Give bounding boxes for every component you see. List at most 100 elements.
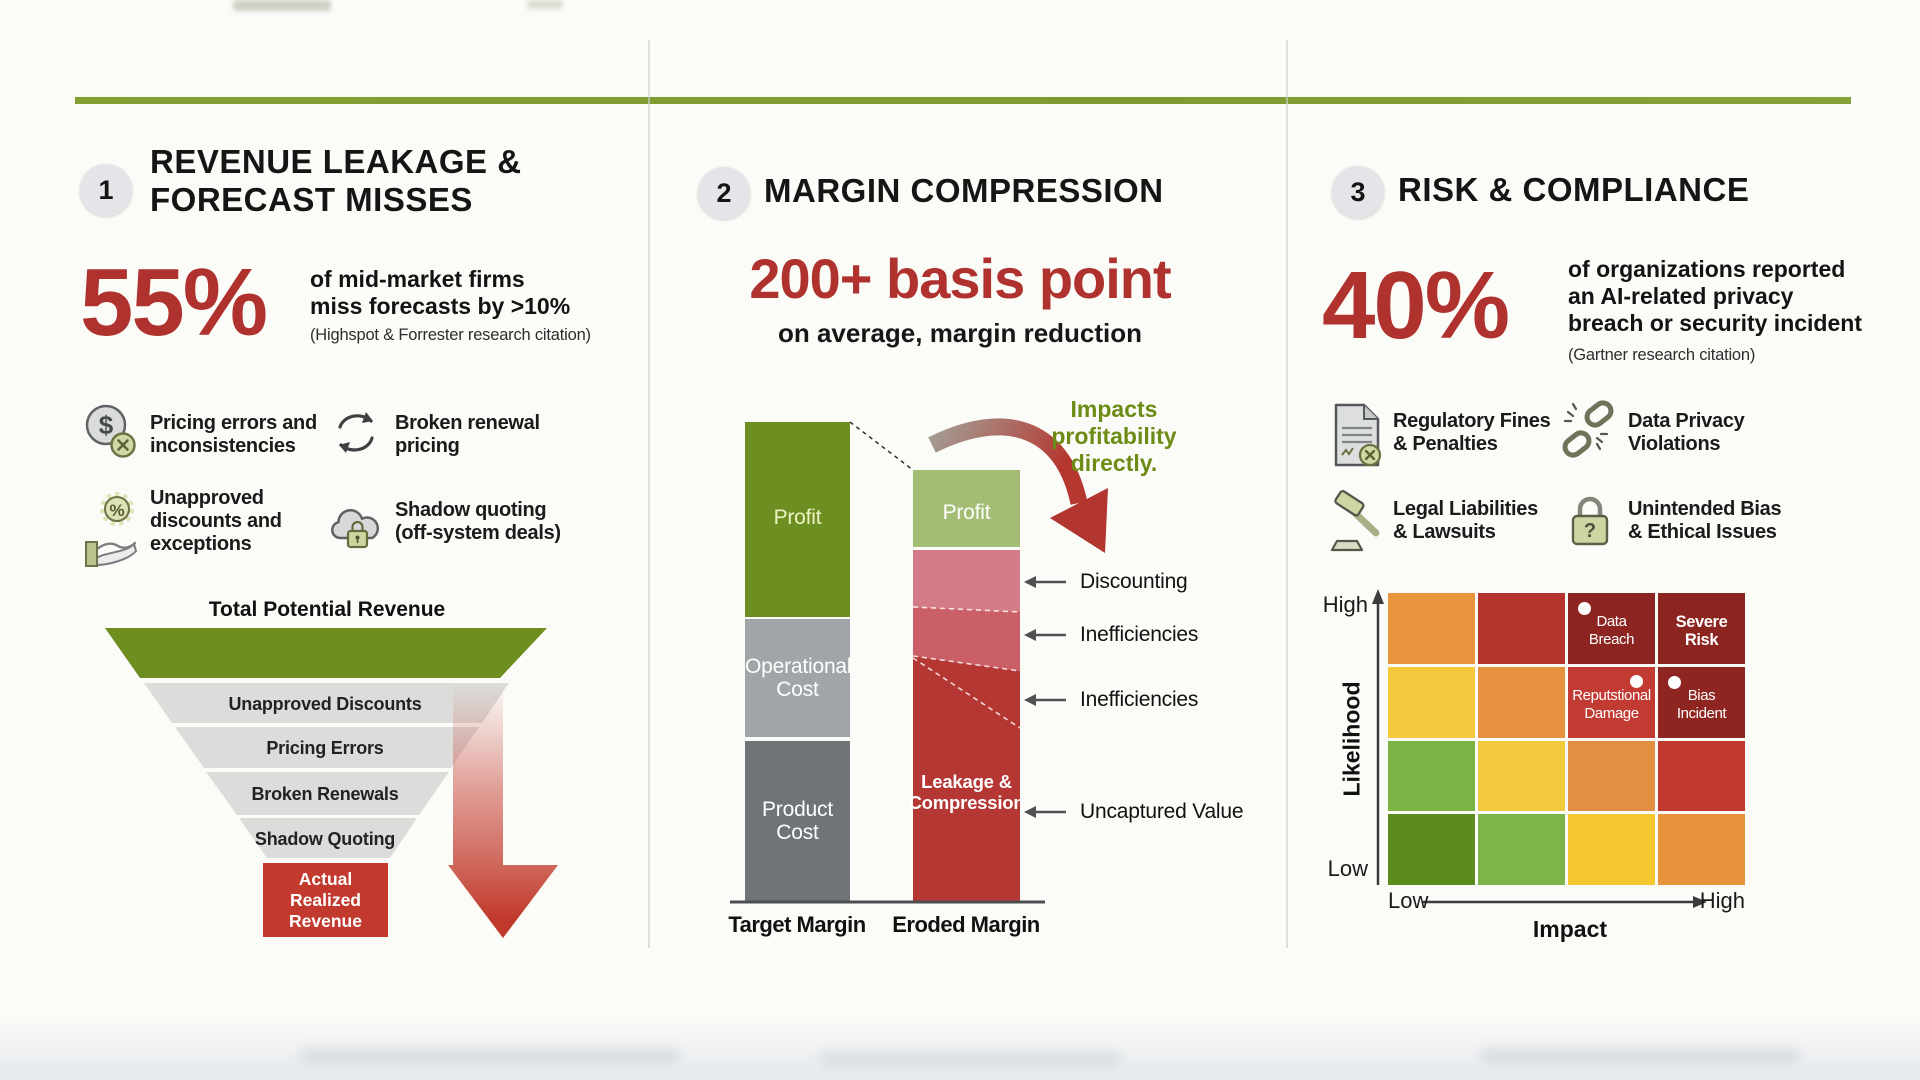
x-axis-high-label: High — [1699, 888, 1745, 913]
matrix-cell-data-breach: Data Breach — [1568, 593, 1655, 664]
funnel-result-line: Revenue — [289, 911, 362, 931]
annotation-row: Uncaptured Value — [1024, 800, 1244, 824]
stat-desc-line: miss forecasts by >10% — [310, 293, 571, 319]
top-crop-artifact — [527, 0, 563, 9]
lock-question-icon: ? — [1571, 496, 1609, 546]
column-divider — [1286, 40, 1288, 948]
matrix-cell — [1478, 593, 1565, 664]
segment-label: Profit — [773, 506, 822, 529]
funnel-stage-band — [206, 772, 449, 815]
left-arrow-icon — [1024, 629, 1066, 641]
y-axis-title: Likelihood — [1338, 681, 1365, 797]
funnel-stage-band — [175, 727, 479, 768]
matrix-cell — [1568, 814, 1655, 885]
annotation-label: Inefficiencies — [1080, 688, 1199, 711]
cell-label-line: Damage — [1584, 705, 1639, 723]
bullet-line: & Ethical Issues — [1628, 521, 1777, 543]
bullet-line: exceptions — [150, 533, 252, 555]
matrix-cell — [1478, 666, 1565, 738]
y-axis-low-label: Low — [1327, 856, 1368, 881]
stat-value: 55% — [80, 249, 268, 356]
bullet-label: Regulatory Fines & Penalties — [1393, 410, 1551, 456]
section-number: 2 — [716, 177, 732, 208]
target-operational-segment — [745, 619, 850, 737]
eroded-profit-segment — [913, 470, 1020, 547]
section-title-line: FORECAST MISSES — [150, 181, 473, 218]
funnel-result-label: Actual Realized Revenue — [258, 869, 393, 932]
annotation-row: Inefficiencies — [1024, 623, 1198, 647]
left-arrow-icon — [1024, 806, 1066, 818]
bullet-line: Data Privacy — [1628, 410, 1745, 432]
bullet-line: & Lawsuits — [1393, 521, 1496, 543]
cell-label-line: Reputstional — [1572, 687, 1651, 705]
impact-swoosh-arrow — [928, 418, 1088, 505]
bullet-line: (off-system deals) — [395, 522, 561, 544]
bullet-line: Pricing errors and — [150, 412, 317, 434]
impact-note-line: profitability — [1051, 423, 1177, 449]
bullet-label: Data Privacy Violations — [1628, 410, 1745, 456]
matrix-cell — [1658, 740, 1745, 812]
stat-value: 40% — [1322, 252, 1510, 359]
cell-label-line: Breach — [1588, 631, 1635, 649]
x-axis-low-label: Low — [1388, 888, 1429, 913]
target-profit-segment — [745, 422, 850, 617]
funnel-top-band — [105, 628, 547, 678]
cell-label-line: Incident — [1676, 705, 1727, 723]
segment-label-line: Cost — [776, 678, 819, 701]
inefficiencies-segment — [913, 607, 1020, 671]
bottom-smudge — [300, 1048, 680, 1064]
left-arrow-icon — [1024, 694, 1066, 706]
loss-arrow-head — [448, 865, 558, 938]
segment-label-line: Compression — [908, 792, 1025, 813]
funnel-result-line: Actual — [298, 869, 353, 889]
funnel-stage-label: Broken Renewals — [251, 784, 399, 804]
bullet-line: Shadow quoting — [395, 499, 547, 521]
stat-desc-line: of mid-market firms — [310, 266, 525, 292]
left-arrow-icon — [1024, 576, 1066, 588]
broken-chain-icon — [1562, 400, 1614, 458]
leakage-segment — [913, 656, 1020, 902]
funnel-stage-label: Shadow Quoting — [254, 829, 396, 849]
citation: (Highspot & Forrester research citation) — [310, 326, 591, 344]
matrix-cell — [1658, 814, 1745, 885]
section-number: 1 — [98, 174, 114, 205]
matrix-cell — [1388, 666, 1475, 738]
bottom-smudge — [820, 1052, 1120, 1066]
cell-label-line: Bias — [1687, 687, 1716, 705]
bullet-label: Broken renewal pricing — [395, 412, 540, 458]
stat-desc-line: an AI-related privacy — [1568, 283, 1794, 309]
accent-rule — [75, 97, 1851, 104]
section-number-badge: 2 — [698, 167, 750, 219]
risk-point-dot — [1630, 674, 1643, 688]
matrix-cell — [1568, 740, 1655, 812]
segment-dashed-separators — [912, 606, 1021, 729]
matrix-cell — [1388, 814, 1475, 885]
matrix-cell — [1478, 814, 1565, 885]
impact-note: Impacts profitability directly. — [1030, 396, 1198, 477]
segment-label: Product Cost — [745, 798, 850, 844]
column-divider — [648, 40, 650, 948]
bullet-line: Legal Liabilities — [1393, 498, 1538, 520]
bullet-line: pricing — [395, 435, 460, 457]
impact-note-line: directly. — [1070, 450, 1158, 476]
funnel-stage-band — [144, 683, 509, 723]
impact-note-line: Impacts — [1070, 396, 1158, 422]
section-number-badge: 1 — [80, 164, 132, 216]
segment-label: Leakage & Compression — [900, 771, 1033, 813]
funnel-stage-band — [239, 818, 417, 858]
annotation-label: Inefficiencies — [1080, 623, 1199, 646]
svg-text:?: ? — [1584, 520, 1596, 542]
annotation-label: Uncaptured Value — [1080, 800, 1244, 823]
stat-desc-line: breach or security incident — [1568, 310, 1862, 336]
bullet-line: Regulatory Fines — [1393, 410, 1551, 432]
cell-label-line: Severe — [1675, 613, 1728, 632]
stat-value: 200+ basis point — [749, 247, 1171, 310]
segment-label: Profit — [942, 501, 991, 524]
annotation-row: Inefficiencies — [1024, 688, 1198, 712]
svg-text:$: $ — [99, 410, 114, 440]
impact-swoosh-arrowhead — [1050, 488, 1108, 553]
annotation-label: Discounting — [1080, 570, 1188, 593]
pricing-error-icon: $ — [85, 404, 136, 458]
stat-desc-line: of organizations reported — [1568, 256, 1846, 282]
